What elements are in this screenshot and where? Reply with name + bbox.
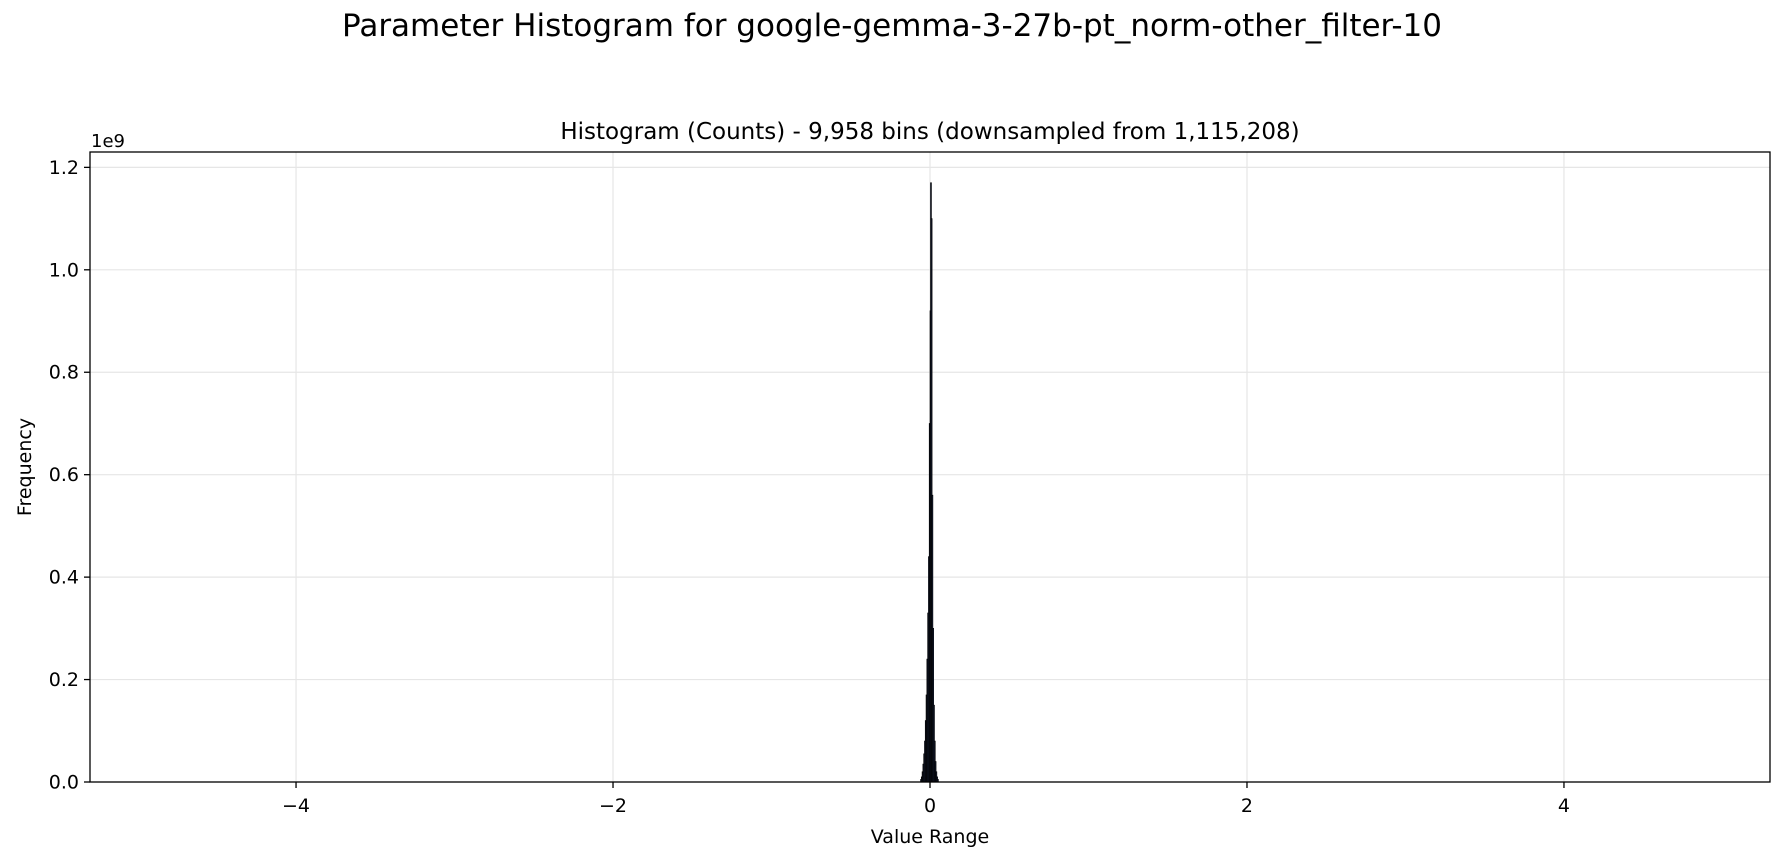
y-tick-label: 0.4 xyxy=(49,567,79,589)
x-tick-label: 0 xyxy=(924,795,936,817)
y-offset-label: 1e9 xyxy=(91,131,125,152)
x-axis-ticks: −4 −2 0 2 4 xyxy=(282,782,1570,817)
x-tick-label: −4 xyxy=(282,795,310,817)
y-tick-label: 1.0 xyxy=(49,259,79,281)
chart-title: Histogram (Counts) - 9,958 bins (downsam… xyxy=(560,119,1299,145)
y-tick-label: 0.0 xyxy=(49,772,79,794)
figure-title: Parameter Histogram for google-gemma-3-2… xyxy=(342,8,1442,44)
x-tick-label: −2 xyxy=(599,795,627,817)
y-tick-label: 1.2 xyxy=(49,157,79,179)
histogram-bars xyxy=(920,182,939,783)
x-axis-label: Value Range xyxy=(871,826,989,848)
y-axis-ticks: 0.0 0.2 0.4 0.6 0.8 1.0 1.2 xyxy=(49,157,90,794)
y-axis-label: Frequency xyxy=(14,418,36,516)
y-tick-label: 0.6 xyxy=(49,464,79,486)
y-tick-label: 0.8 xyxy=(49,362,79,384)
y-tick-label: 0.2 xyxy=(49,669,79,691)
x-tick-label: 2 xyxy=(1241,795,1253,817)
x-tick-label: 4 xyxy=(1558,795,1570,817)
